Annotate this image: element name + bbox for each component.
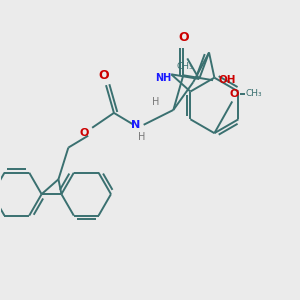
Text: OH: OH (218, 75, 236, 85)
Text: H: H (138, 132, 146, 142)
Text: O: O (178, 31, 189, 44)
Text: O: O (99, 69, 109, 82)
Text: O: O (80, 128, 89, 138)
Text: NH: NH (155, 73, 171, 83)
Text: CH₃: CH₃ (246, 89, 262, 98)
Text: N: N (131, 120, 140, 130)
Text: CH₃: CH₃ (177, 62, 194, 71)
Text: H: H (152, 97, 159, 107)
Text: O: O (230, 88, 239, 98)
